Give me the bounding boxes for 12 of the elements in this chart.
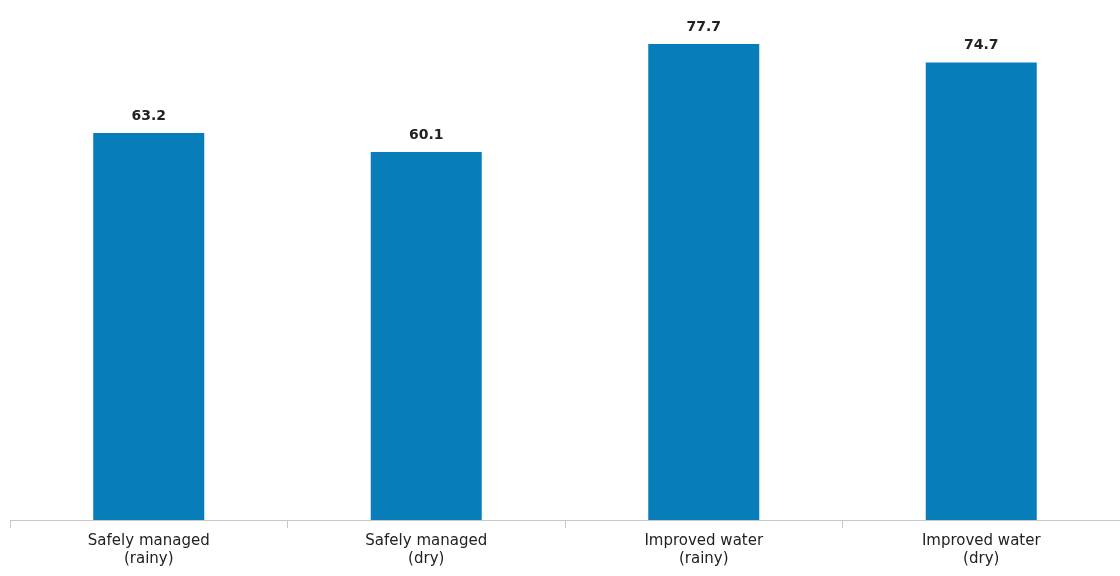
x-tick-label: Improved water (dry) (921, 530, 1042, 567)
data-label: 74.7 (963, 36, 999, 53)
bar (925, 62, 1037, 520)
data-label: 77.7 (686, 17, 722, 34)
bar (648, 44, 760, 520)
x-tick-label: Safely managed (dry) (365, 530, 488, 567)
x-tick-label: Safely managed (rainy) (87, 530, 210, 567)
bar (93, 132, 205, 520)
bar (370, 151, 482, 520)
data-label: 63.2 (131, 106, 167, 123)
data-label: 60.1 (408, 125, 444, 142)
x-tick-label: Improved water (rainy) (644, 530, 764, 567)
